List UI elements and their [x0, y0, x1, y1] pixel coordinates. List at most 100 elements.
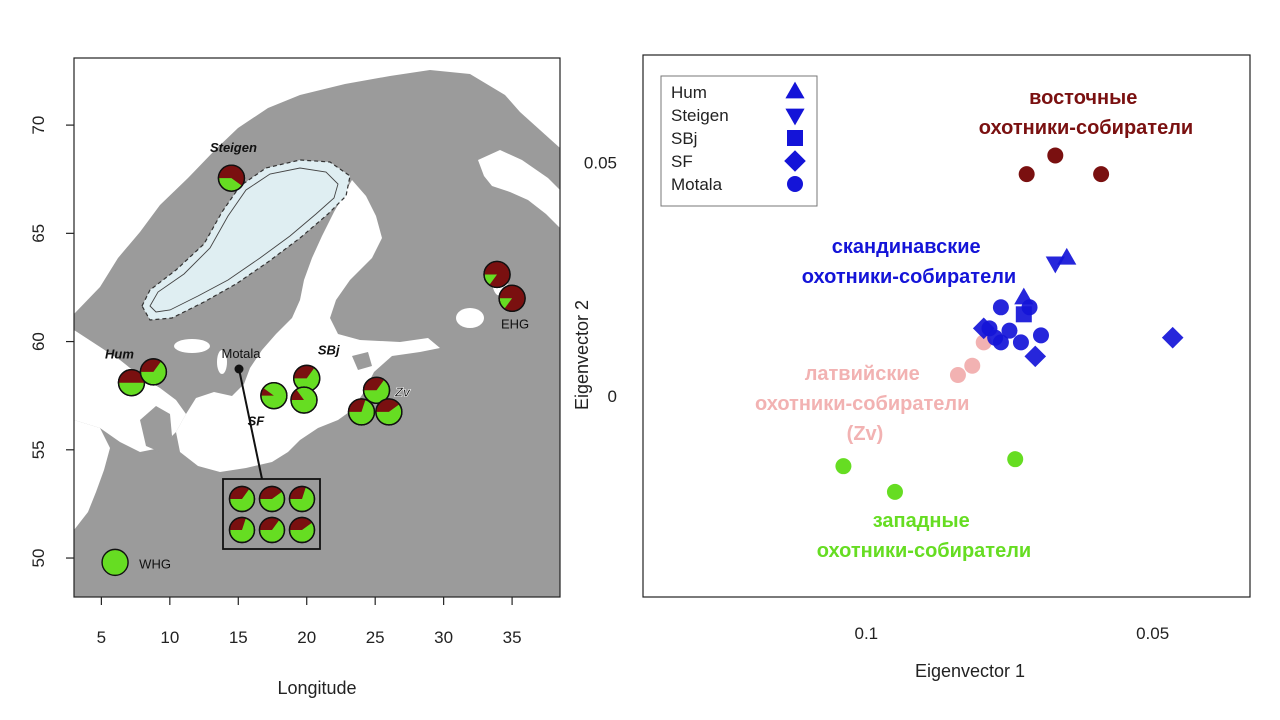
motala-label: Motala	[221, 346, 261, 361]
scatter-point	[1047, 147, 1064, 164]
legend-label: SF	[671, 152, 693, 171]
motala-pies	[228, 485, 316, 544]
ice-sheet	[141, 159, 351, 321]
site-label: EHG	[501, 316, 529, 331]
scatter-point	[964, 357, 981, 374]
legend-label: Steigen	[671, 106, 729, 125]
pie-outline	[288, 485, 316, 513]
scatter-point	[1001, 322, 1018, 339]
scatter-point	[1007, 451, 1024, 468]
legend-items: Hum Steigen SBj SF Motala	[671, 81, 806, 194]
scatter-point	[1045, 256, 1065, 274]
motala-pie	[258, 485, 286, 513]
scatter-y-tick-label: 0	[608, 387, 617, 406]
scatter-point	[992, 299, 1009, 316]
map-pies: Steigen Hum SBj SF Zv EHG WHG	[101, 140, 529, 577]
pie-outline	[290, 386, 318, 414]
site-label: Hum	[105, 347, 134, 362]
map-ticks: 5 10 15 20 25 30 35 50 55 60 65 70	[29, 116, 522, 647]
map-frame	[73, 57, 561, 598]
map-x-tick-label: 25	[366, 628, 385, 647]
legend: Hum Steigen SBj SF Motala	[660, 75, 818, 207]
pie-outline	[260, 381, 288, 410]
scatter-points	[835, 147, 1184, 500]
map-panel: Motala 5 10 15 20 25 30 35 50 55 60 65 70 Steigen Hu…	[29, 57, 561, 698]
motala-pie	[288, 516, 316, 544]
scatter-point	[1032, 327, 1049, 344]
map-x-tick-label: 35	[503, 628, 522, 647]
map-y-tick-label: 70	[29, 116, 48, 135]
pie-outline	[258, 516, 286, 544]
scatter-point	[1014, 287, 1034, 305]
map-x-tick-label: 30	[434, 628, 453, 647]
site-pie	[293, 364, 321, 393]
annotation-western: западные охотники-собиратели	[817, 510, 1031, 562]
pie-east-share	[484, 261, 511, 288]
map-y-tick-label: 55	[29, 440, 48, 459]
map-x-axis-label: Longitude	[277, 678, 356, 698]
map-y-tick-label: 50	[29, 549, 48, 568]
pie-east-share	[499, 285, 526, 312]
pie-east-share	[118, 369, 145, 383]
scatter-point	[1012, 334, 1029, 351]
map-y-tick-label: 65	[29, 224, 48, 243]
scatter-point	[972, 317, 995, 340]
land-saaremaa	[352, 352, 372, 370]
sea-north	[74, 58, 560, 306]
pie-east-share	[218, 165, 245, 186]
motala-pie	[228, 485, 256, 513]
scatter-point	[1024, 345, 1047, 368]
legend-marker	[787, 176, 803, 192]
pie-outline	[139, 358, 168, 386]
annotation-scandinavian: скандинавские охотники-собиратели	[802, 236, 1016, 288]
pie-east-share	[348, 398, 366, 412]
pie-outline	[347, 398, 376, 426]
scatter-y-tick-label: 0.05	[584, 153, 617, 172]
pie-outline	[498, 284, 526, 312]
site-label: WHG	[139, 556, 171, 571]
pie-east-share	[375, 398, 400, 412]
site-pie	[483, 260, 511, 289]
lake-vattern	[217, 350, 227, 374]
scatter-x-tick-label: 0.1	[855, 624, 879, 643]
pie-outline	[362, 376, 391, 404]
scatter-x-tick-label: 0.05	[1136, 624, 1169, 643]
scatter-point	[1015, 306, 1032, 323]
legend-label: Motala	[671, 175, 723, 194]
scatter-point	[1093, 166, 1110, 183]
scatter-panel: 0.1 0.05 0 0.05 Hum Steigen SBj SF Motala восто…	[572, 54, 1251, 681]
scatter-ticks: 0.1 0.05 0 0.05	[584, 153, 1169, 643]
pie-east-share	[260, 388, 274, 396]
pie-outline	[288, 516, 316, 544]
motala-dot	[234, 364, 244, 374]
legend-marker	[784, 150, 806, 172]
pie-east-share	[229, 517, 246, 530]
map-x-tick-label: 10	[160, 628, 179, 647]
site-label: SBj	[318, 342, 340, 357]
map-x-tick-label: 15	[229, 628, 248, 647]
annotation-eastern: восточные охотники-собиратели	[979, 87, 1193, 139]
pie-outline	[258, 485, 286, 513]
site-pie	[117, 368, 146, 397]
site-pie	[362, 376, 391, 404]
motala-connector	[238, 368, 263, 480]
motala-pie	[258, 516, 286, 544]
sea-northsea	[74, 420, 110, 530]
pie-east-share	[289, 486, 306, 499]
pie-outline	[483, 260, 511, 289]
legend-marker	[785, 81, 805, 99]
legend-label: Hum	[671, 83, 707, 102]
map-x-tick-label: 20	[297, 628, 316, 647]
ice-sheet-inner	[149, 167, 339, 313]
pie-outline	[228, 516, 256, 544]
legend-marker	[785, 108, 805, 126]
land-denmark	[140, 406, 172, 452]
sea-white	[478, 150, 560, 228]
site-pie	[260, 381, 288, 410]
pie-west-share	[101, 548, 129, 577]
pie-outline	[117, 368, 146, 397]
lake-ladoga	[456, 308, 484, 328]
map-x-tick-label: 5	[97, 628, 106, 647]
site-label: Steigen	[210, 140, 257, 155]
